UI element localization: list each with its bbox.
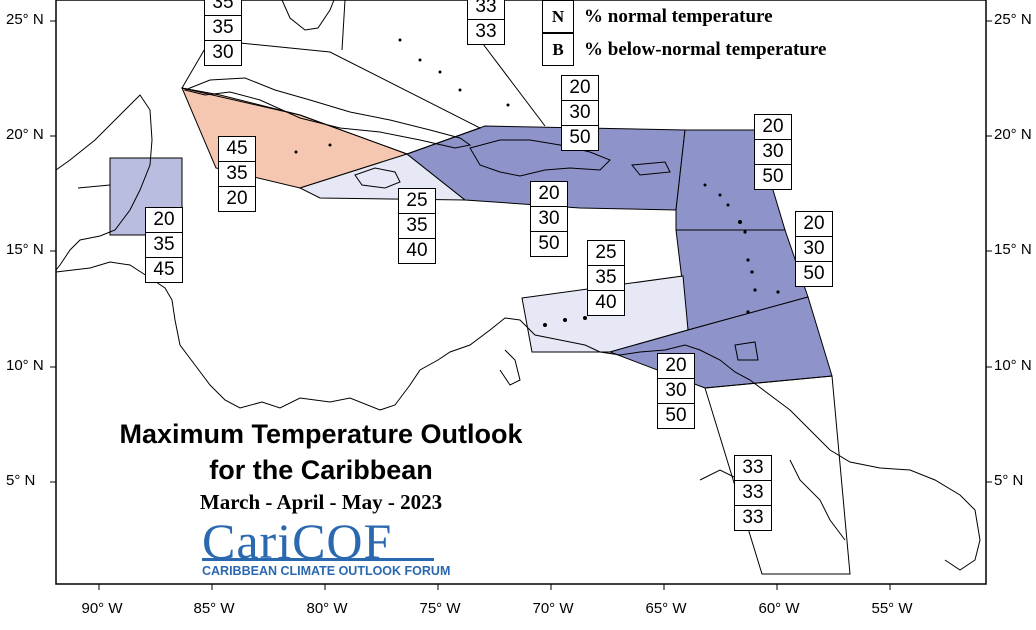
prob-value: 30 bbox=[562, 100, 598, 125]
map-title-line2: for the Caribbean bbox=[209, 455, 433, 485]
prob-value: 35 bbox=[588, 265, 624, 290]
prob-value: 30 bbox=[755, 139, 791, 164]
prob-value: 45 bbox=[226, 138, 248, 159]
prob-value: 50 bbox=[755, 164, 791, 189]
prob-box-hispaniola: 20 30 50 bbox=[561, 75, 599, 151]
coastlines bbox=[55, 0, 981, 571]
zone-guianas bbox=[704, 375, 851, 575]
prob-box-cuba: 45 35 20 bbox=[218, 136, 256, 212]
prob-value: 40 bbox=[399, 238, 435, 263]
prob-value: 25 bbox=[406, 190, 428, 211]
prob-value: 35 bbox=[399, 213, 435, 238]
prob-box-hispaniola-south: 20 30 50 bbox=[530, 181, 568, 257]
prob-box-guianas: 33 33 33 bbox=[734, 455, 772, 531]
prob-value: 50 bbox=[658, 403, 694, 428]
legend-text-below: % below-normal temperature bbox=[584, 38, 827, 60]
lon-label-85w: 85° W bbox=[193, 600, 235, 617]
prob-value: 33 bbox=[735, 505, 771, 530]
map-frame bbox=[55, 0, 987, 585]
lat-label-5n-left: 5° N bbox=[6, 472, 36, 489]
caricof-logo-tagline: CARIBBEAN CLIMATE OUTLOOK FORUM bbox=[202, 564, 451, 578]
prob-value: 33 bbox=[742, 457, 764, 478]
prob-value: 30 bbox=[531, 206, 567, 231]
prob-value: 50 bbox=[531, 231, 567, 256]
prob-value: 25 bbox=[595, 242, 617, 263]
prob-value: 20 bbox=[803, 213, 825, 234]
caricof-logo: CariCOF bbox=[202, 513, 393, 569]
lon-label-80w: 80° W bbox=[306, 600, 348, 617]
map-subtitle: March - April - May - 2023 bbox=[199, 490, 443, 514]
prob-value: 20 bbox=[538, 183, 560, 204]
lat-label-10n-left: 10° N bbox=[6, 357, 44, 374]
lon-ticks bbox=[98, 584, 891, 590]
prob-box-jamaica: 25 35 40 bbox=[398, 188, 436, 264]
prob-value: 35 bbox=[219, 161, 255, 186]
legend-key-normal: N bbox=[542, 0, 574, 33]
prob-value: 40 bbox=[588, 290, 624, 315]
prob-box-belize: 20 35 45 bbox=[145, 207, 183, 283]
prob-value: 45 bbox=[146, 257, 182, 282]
lon-label-90w: 90° W bbox=[81, 600, 123, 617]
lon-label-55w: 55° W bbox=[871, 600, 913, 617]
lon-label-60w: 60° W bbox=[758, 600, 800, 617]
lat-label-25n-left: 25° N bbox=[6, 11, 44, 28]
prob-box-windwards: 20 30 50 bbox=[795, 211, 833, 287]
prob-value: 33 bbox=[475, 0, 497, 17]
prob-value: 20 bbox=[153, 209, 175, 230]
prob-box-turks: 33 33 bbox=[467, 0, 505, 45]
zone-turks-outline bbox=[479, 39, 546, 127]
prob-value: 33 bbox=[735, 480, 771, 505]
prob-value: 33 bbox=[468, 19, 504, 44]
lon-label-70w: 70° W bbox=[532, 600, 574, 617]
prob-value: 30 bbox=[658, 378, 694, 403]
legend-normal: N % normal temperature bbox=[542, 0, 773, 33]
lat-label-10n-right: 10° N bbox=[994, 357, 1032, 374]
prob-value: 35 bbox=[146, 232, 182, 257]
lat-label-20n-left: 20° N bbox=[6, 126, 44, 143]
prob-value: 20 bbox=[665, 355, 687, 376]
prob-box-bahamas: 35 35 30 bbox=[204, 0, 242, 66]
lat-label-15n-left: 15° N bbox=[6, 241, 44, 258]
prob-box-leewards: 20 30 50 bbox=[754, 114, 792, 190]
prob-value: 30 bbox=[796, 236, 832, 261]
prob-box-trinidad: 20 30 50 bbox=[657, 353, 695, 429]
lon-label-65w: 65° W bbox=[645, 600, 687, 617]
prob-value: 35 bbox=[212, 0, 234, 13]
prob-value: 30 bbox=[205, 40, 241, 65]
legend-text-normal: % normal temperature bbox=[584, 5, 773, 27]
legend-key-below: B bbox=[542, 33, 574, 66]
prob-value: 50 bbox=[796, 261, 832, 286]
map-title-line1: Maximum Temperature Outlook bbox=[119, 419, 523, 449]
caricof-logo-rule bbox=[202, 558, 434, 561]
prob-value: 20 bbox=[569, 77, 591, 98]
lon-label-75w: 75° W bbox=[419, 600, 461, 617]
lat-label-25n-right: 25° N bbox=[994, 11, 1032, 28]
prob-value: 35 bbox=[205, 15, 241, 40]
lat-label-15n-right: 15° N bbox=[994, 241, 1032, 258]
prob-box-abc: 25 35 40 bbox=[587, 240, 625, 316]
small-islands bbox=[294, 38, 780, 327]
lat-label-20n-right: 20° N bbox=[994, 126, 1032, 143]
prob-value: 20 bbox=[219, 186, 255, 211]
legend-below: B % below-normal temperature bbox=[542, 33, 826, 66]
lat-label-5n-right: 5° N bbox=[994, 472, 1024, 489]
lat-ticks bbox=[50, 20, 992, 483]
prob-value: 50 bbox=[562, 125, 598, 150]
prob-value: 20 bbox=[762, 116, 784, 137]
